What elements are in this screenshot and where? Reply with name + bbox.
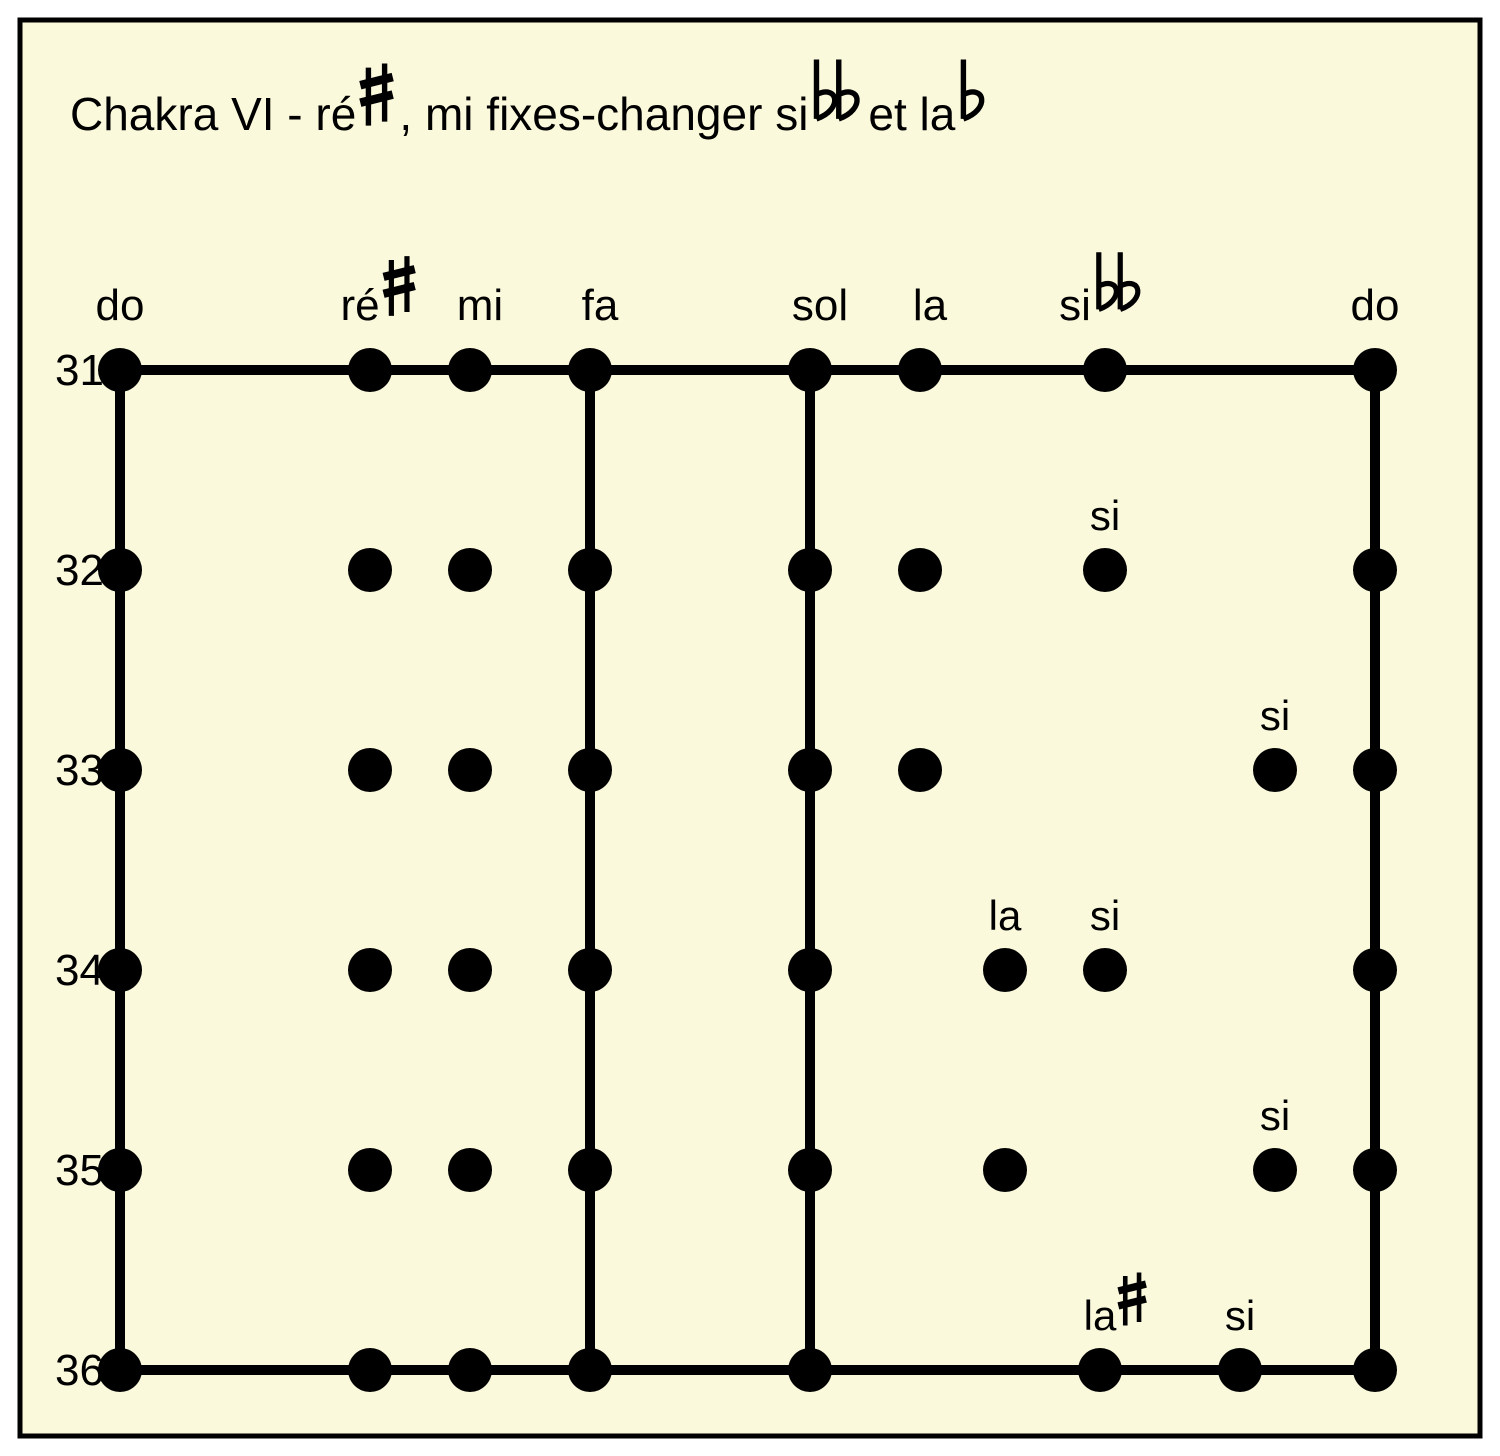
grid-dot <box>788 348 832 392</box>
grid-dot <box>448 1148 492 1192</box>
column-header: do <box>1351 281 1400 330</box>
title-text: Chakra VI - ré <box>70 88 356 140</box>
dot-label: si <box>1090 892 1120 939</box>
grid-dot <box>1353 1148 1397 1192</box>
grid-dot <box>568 548 612 592</box>
grid-dot <box>568 1348 612 1392</box>
grid-dot <box>1218 1348 1262 1392</box>
row-label: 35 <box>55 1146 104 1195</box>
grid-dot <box>1083 948 1127 992</box>
column-header-text: do <box>1351 281 1400 330</box>
grid-dot <box>788 748 832 792</box>
row-label: 32 <box>55 546 104 595</box>
dot-label: si <box>1225 1292 1255 1339</box>
grid-dot <box>1353 348 1397 392</box>
column-header-text: do <box>96 281 145 330</box>
grid-dot <box>788 1348 832 1392</box>
grid-dot <box>98 1348 142 1392</box>
column-header: la <box>913 281 948 330</box>
column-header-text: si <box>1059 281 1091 330</box>
grid-dot <box>448 1348 492 1392</box>
grid-dot <box>898 348 942 392</box>
grid-dot <box>788 548 832 592</box>
grid-dot <box>348 348 392 392</box>
row-label: 34 <box>55 946 104 995</box>
title-text: , mi fixes-changer si <box>399 88 808 140</box>
dot-label: la <box>989 892 1022 939</box>
grid-dot <box>348 1148 392 1192</box>
grid-dot <box>448 348 492 392</box>
grid-dot <box>898 748 942 792</box>
grid-dot <box>898 548 942 592</box>
dot-label-text: si <box>1090 892 1120 939</box>
grid-dot <box>1353 548 1397 592</box>
grid-dot <box>568 948 612 992</box>
row-label: 33 <box>55 746 104 795</box>
grid-dot <box>348 948 392 992</box>
grid-dot <box>568 348 612 392</box>
column-header: mi <box>457 281 503 330</box>
dot-label: si <box>1260 1092 1290 1139</box>
grid-dot <box>448 748 492 792</box>
column-header-text: mi <box>457 281 503 330</box>
dot-label-text: la <box>989 892 1022 939</box>
grid-dot <box>983 1148 1027 1192</box>
grid-dot <box>1353 1348 1397 1392</box>
dot-label: si <box>1090 492 1120 539</box>
grid-dot <box>98 548 142 592</box>
grid-dot <box>348 1348 392 1392</box>
column-header: do <box>96 281 145 330</box>
column-header-text: ré <box>340 281 379 330</box>
grid-dot <box>98 948 142 992</box>
grid-dot <box>983 948 1027 992</box>
column-header-text: sol <box>792 281 848 330</box>
grid-dot <box>448 548 492 592</box>
row-label: 36 <box>55 1346 104 1395</box>
title-text: et la <box>868 88 955 140</box>
grid-dot <box>348 548 392 592</box>
grid-dot <box>1083 348 1127 392</box>
grid-dot <box>1353 948 1397 992</box>
grid-dot <box>448 948 492 992</box>
grid-dot <box>788 948 832 992</box>
grid-dot <box>98 348 142 392</box>
grid-dot <box>1083 548 1127 592</box>
dot-label-text: la <box>1084 1292 1117 1339</box>
column-header-text: fa <box>582 281 619 330</box>
grid-dot <box>1253 748 1297 792</box>
grid-dot <box>98 1148 142 1192</box>
column-header: sol <box>792 281 848 330</box>
column-header: fa <box>582 281 619 330</box>
grid-dot <box>568 748 612 792</box>
grid-dot <box>788 1148 832 1192</box>
grid-dot <box>98 748 142 792</box>
grid-dot <box>348 748 392 792</box>
dot-label-text: si <box>1260 692 1290 739</box>
dot-label: si <box>1260 692 1290 739</box>
grid-dot <box>1078 1348 1122 1392</box>
grid-dot <box>568 1148 612 1192</box>
grid-dot <box>1253 1148 1297 1192</box>
column-header-text: la <box>913 281 948 330</box>
dot-label-text: si <box>1090 492 1120 539</box>
row-label: 31 <box>55 346 104 395</box>
dot-label-text: si <box>1225 1292 1255 1339</box>
grid-dot <box>1353 748 1397 792</box>
dot-label-text: si <box>1260 1092 1290 1139</box>
